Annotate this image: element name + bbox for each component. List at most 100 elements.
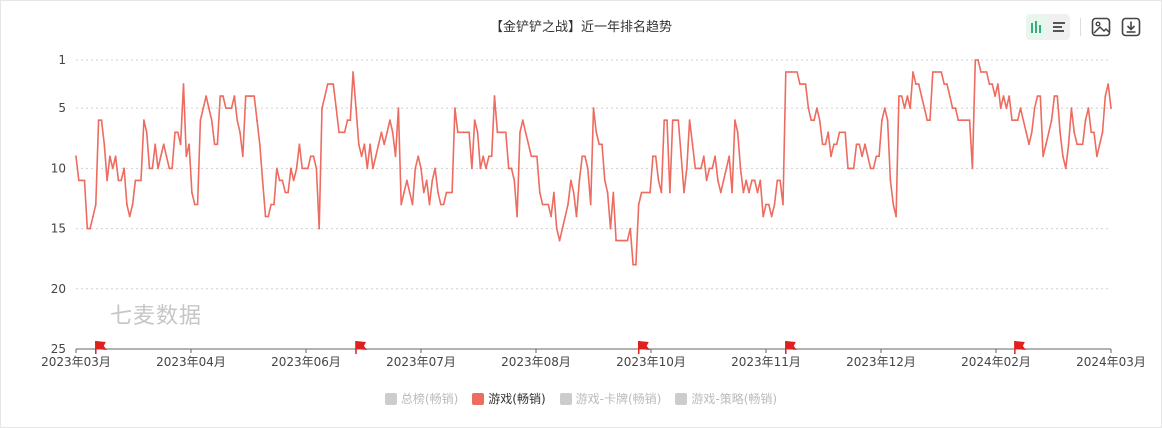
- y-tick-label: 5: [58, 101, 66, 115]
- data-point: [683, 191, 685, 194]
- data-point: [748, 191, 750, 194]
- data-point: [290, 167, 292, 170]
- data-point: [623, 239, 626, 242]
- data-point: [759, 179, 762, 182]
- data-point: [615, 239, 617, 242]
- data-point: [762, 215, 765, 218]
- data-point: [106, 179, 108, 182]
- data-point: [298, 143, 301, 146]
- event-flag-icon: [355, 341, 367, 354]
- data-point: [999, 107, 1002, 110]
- data-point: [855, 143, 858, 146]
- data-point: [926, 119, 929, 122]
- data-point: [414, 167, 417, 170]
- data-point: [920, 95, 923, 97]
- data-point: [493, 95, 496, 97]
- data-point: [946, 83, 948, 85]
- data-point: [584, 155, 586, 158]
- data-point: [343, 131, 346, 134]
- data-point: [94, 203, 97, 206]
- data-point: [971, 167, 974, 170]
- data-point: [988, 83, 991, 85]
- data-point: [601, 143, 603, 146]
- legend-item-total[interactable]: 总榜(畅销): [384, 390, 458, 407]
- data-point: [479, 167, 482, 170]
- data-point: [349, 119, 352, 122]
- data-point: [1039, 95, 1042, 97]
- data-point: [148, 167, 151, 170]
- data-point: [909, 107, 912, 110]
- legend-item-card-games[interactable]: 游戏-卡牌(畅销): [559, 390, 661, 407]
- data-point: [1079, 143, 1081, 146]
- data-point: [403, 191, 405, 194]
- data-point: [731, 191, 733, 194]
- data-point: [739, 167, 742, 170]
- bar-chart-icon[interactable]: [1026, 14, 1048, 40]
- data-point: [1110, 107, 1112, 110]
- data-point: [86, 227, 89, 230]
- x-tick-label: 2023年10月: [616, 355, 686, 369]
- data-point: [77, 179, 80, 182]
- data-point: [787, 71, 790, 73]
- data-point: [287, 191, 289, 194]
- data-point: [1056, 95, 1059, 97]
- data-point: [838, 131, 841, 134]
- data-point: [1096, 155, 1098, 158]
- data-point: [816, 107, 818, 110]
- data-point: [827, 131, 830, 134]
- data-point: [736, 131, 739, 134]
- data-point: [711, 167, 714, 170]
- data-point: [75, 155, 77, 158]
- data-point: [555, 227, 558, 230]
- data-point: [451, 191, 453, 194]
- event-flag-icon: [785, 341, 797, 354]
- data-point: [632, 263, 634, 266]
- data-point: [400, 203, 403, 206]
- legend-label: 游戏(畅销): [488, 392, 546, 406]
- data-point: [915, 83, 917, 85]
- data-point: [1067, 143, 1070, 146]
- data-point: [767, 203, 770, 206]
- data-point: [852, 167, 855, 170]
- data-point: [428, 203, 431, 206]
- legend-label: 游戏-策略(畅销): [691, 392, 778, 406]
- data-point: [1064, 167, 1067, 170]
- image-icon[interactable]: [1090, 14, 1112, 40]
- legend-item-games[interactable]: 游戏(畅销): [472, 390, 546, 407]
- download-icon[interactable]: [1120, 14, 1142, 40]
- view-toggle[interactable]: [1026, 14, 1070, 40]
- data-point: [635, 263, 637, 266]
- legend-item-strategy-games[interactable]: 游戏-策略(畅销): [675, 390, 777, 407]
- data-point: [957, 119, 960, 122]
- data-point: [861, 155, 863, 158]
- x-tick-label: 2024年02月: [961, 355, 1031, 369]
- data-point: [332, 83, 335, 85]
- list-icon[interactable]: [1048, 14, 1070, 40]
- data-point: [660, 191, 663, 194]
- data-point: [691, 143, 694, 146]
- data-point: [598, 143, 601, 146]
- data-point: [657, 179, 660, 182]
- data-point: [253, 95, 256, 97]
- data-point: [471, 167, 473, 170]
- data-point: [606, 191, 609, 194]
- data-point: [374, 155, 377, 158]
- data-point: [878, 155, 880, 158]
- data-point: [188, 143, 191, 146]
- data-point: [940, 71, 943, 73]
- data-point: [179, 143, 182, 146]
- data-point: [742, 191, 745, 194]
- data-point: [790, 71, 793, 73]
- data-point: [931, 71, 934, 73]
- data-point: [377, 143, 380, 146]
- data-point: [1025, 131, 1028, 134]
- data-point: [773, 203, 776, 206]
- data-point: [208, 107, 210, 110]
- data-point: [171, 167, 174, 170]
- data-point: [1014, 119, 1016, 122]
- data-point: [575, 215, 578, 218]
- data-point: [866, 155, 869, 158]
- data-point: [117, 179, 120, 182]
- data-point: [519, 131, 521, 134]
- data-point: [504, 131, 507, 134]
